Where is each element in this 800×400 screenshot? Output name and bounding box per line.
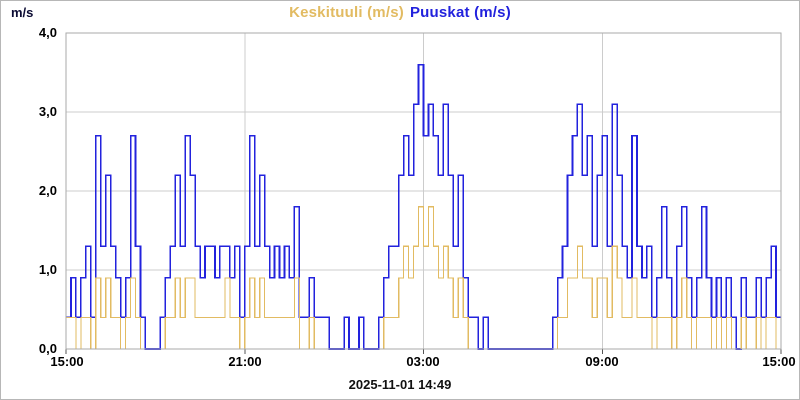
x-tick-label-end: 15:00	[762, 354, 796, 369]
x-tick-label-03: 03:00	[406, 354, 440, 369]
x-tick-label-09: 09:00	[585, 354, 619, 369]
y-tick-label-0: 0,0	[38, 341, 57, 356]
y-tick-label-2: 2,0	[38, 183, 57, 198]
legend-mean-label: Keskituuli (m/s)	[289, 4, 404, 21]
y-tick-label-1: 1,0	[38, 262, 57, 277]
x-tick-label-start: 15:00	[50, 354, 84, 369]
y-tick-label-4: 4,0	[38, 25, 57, 40]
chart-title: Keskituuli (m/s) Puuskat (m/s)	[1, 4, 799, 21]
x-tick-label-21: 21:00	[228, 354, 262, 369]
y-tick-label-3: 3,0	[38, 104, 57, 119]
chart-timestamp: 2025-11-01 14:49	[348, 377, 452, 392]
legend-gust-label: Puuskat (m/s)	[409, 4, 511, 21]
y-axis-unit-label: m/s	[11, 5, 34, 20]
